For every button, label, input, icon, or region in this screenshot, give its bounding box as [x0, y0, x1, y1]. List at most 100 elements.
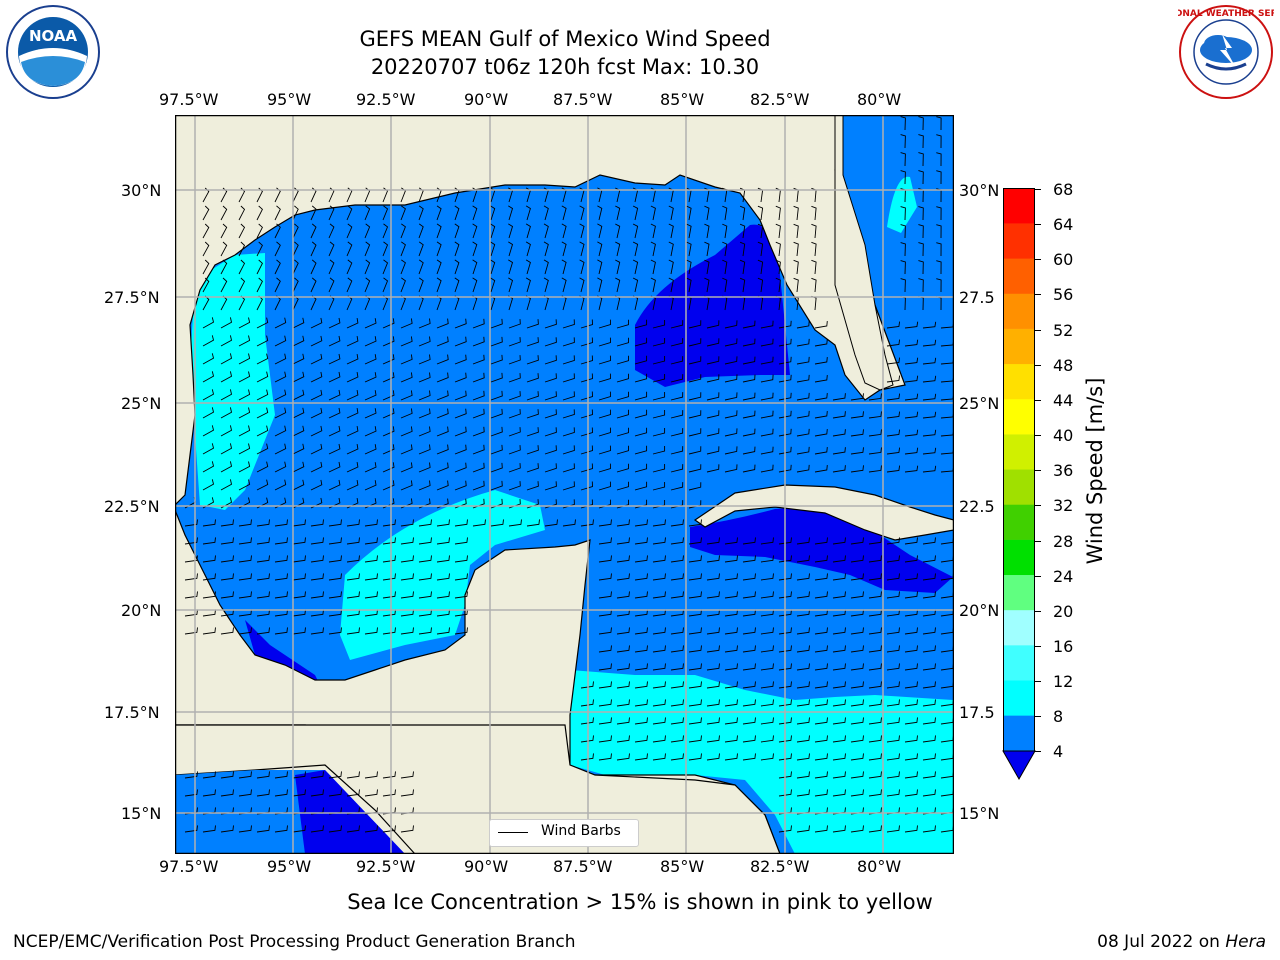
wind-barb [526, 337, 539, 347]
wind-barb [868, 717, 882, 725]
wind-barb [292, 627, 306, 635]
wind-barb [922, 717, 936, 725]
wind-barb [292, 277, 299, 293]
wind-barb [220, 789, 234, 797]
wind-barb [454, 336, 467, 347]
wind-barb [490, 426, 503, 437]
wind-barb [778, 717, 792, 725]
wind-barb [796, 717, 810, 725]
wind-barb [436, 573, 450, 581]
colorbar-tick-label: 20 [1053, 601, 1074, 621]
wind-barb [634, 645, 648, 653]
lon-tick-label: 85°W [660, 90, 705, 109]
wind-barb [328, 519, 342, 527]
wind-barb [346, 223, 353, 239]
wind-barb [256, 317, 269, 329]
wind-barb [742, 338, 756, 347]
svg-text:NOAA: NOAA [29, 27, 78, 45]
wind-barb [760, 428, 774, 437]
wind-barb [616, 409, 629, 419]
wind-barb [364, 591, 378, 599]
wind-barb [418, 519, 432, 527]
wind-barb [525, 205, 531, 221]
wind-barb [220, 771, 234, 779]
wind-barb [670, 320, 684, 329]
colorbar-tick-label: 12 [1053, 672, 1074, 692]
wind-barb [904, 465, 919, 473]
wind-barb [904, 357, 919, 365]
wind-barb [850, 663, 864, 671]
wind-barb [454, 241, 460, 257]
wind-barb [850, 645, 864, 653]
wind-barb [850, 825, 864, 833]
wind-barb [454, 480, 467, 491]
wind-barb [900, 170, 906, 185]
wind-barb [274, 591, 288, 599]
wind-barb [778, 663, 792, 671]
wind-barb [724, 428, 738, 437]
moderate-wind-region-texas [190, 253, 275, 510]
wind-barb [508, 319, 521, 329]
wind-barb [922, 825, 936, 833]
wind-barb [238, 479, 251, 491]
wind-barb [739, 205, 746, 221]
wind-barb [634, 445, 648, 455]
colorbar-segment [1003, 645, 1035, 681]
wind-barb [886, 573, 900, 581]
wind-barb [778, 555, 792, 563]
wind-barb [202, 223, 210, 239]
wind-barb [418, 318, 431, 329]
wind-barb [814, 339, 828, 347]
wind-barb [832, 753, 846, 761]
wind-barb [220, 277, 228, 293]
wind-barb [814, 465, 828, 473]
wind-barb [274, 241, 281, 257]
wind-barb [562, 463, 575, 473]
wind-barb [652, 609, 666, 617]
wind-barb [561, 223, 567, 239]
wind-barb [868, 753, 882, 761]
wind-barb [436, 318, 449, 329]
wind-barb [918, 116, 924, 131]
wind-barb [850, 771, 864, 779]
wind-barb [328, 389, 341, 401]
land-mexico [175, 509, 781, 854]
wind-barb [418, 241, 424, 257]
wind-barb [616, 609, 630, 617]
wind-barb [220, 371, 233, 383]
wind-barb [346, 336, 359, 347]
wind-barb [922, 375, 937, 383]
wind-barb [868, 537, 882, 545]
wind-barb [418, 277, 424, 293]
wind-barb [292, 371, 305, 383]
wind-barb [832, 645, 846, 653]
wind-barb [274, 573, 288, 581]
wind-barb [832, 789, 846, 797]
wind-barb [346, 241, 353, 257]
wind-barb [256, 479, 269, 491]
wind-barb [472, 390, 485, 401]
lat-tick-label: 15°N [959, 804, 1000, 823]
wind-barb [742, 663, 756, 671]
wind-barb [616, 427, 629, 437]
wind-barb [238, 461, 251, 473]
gulf-of-mexico-map [174, 114, 955, 858]
wind-barb [418, 444, 431, 455]
wind-barb [704, 277, 710, 293]
wind-barb [652, 717, 666, 725]
wind-barb [472, 241, 478, 257]
wind-barb [202, 425, 215, 437]
wind-barb [886, 645, 900, 653]
wind-barb [706, 428, 720, 437]
wind-barb [886, 717, 900, 725]
wind-barb [382, 573, 396, 581]
wind-barb [328, 407, 341, 419]
wind-barb [724, 338, 738, 347]
wind-barb [202, 591, 216, 599]
wind-barb [796, 627, 810, 635]
wind-barb [616, 537, 630, 545]
wind-barb [220, 425, 233, 437]
wind-barb [184, 573, 198, 581]
wind-barb [508, 277, 514, 293]
wind-barb [904, 609, 918, 617]
